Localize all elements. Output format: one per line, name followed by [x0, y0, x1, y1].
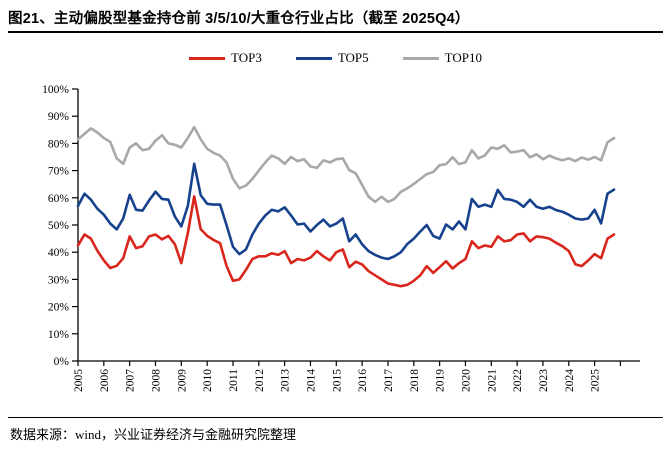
x-tick-label: 2015	[331, 369, 343, 392]
x-tick-label: 2022	[512, 369, 524, 392]
legend-swatch-top5	[295, 56, 332, 60]
x-tick-label: 2012	[254, 369, 266, 392]
x-tick-label: 2005	[73, 369, 85, 392]
y-tick-label: 40%	[48, 247, 70, 259]
y-tick-label: 60%	[48, 193, 70, 205]
x-tick-label: 2020	[460, 369, 472, 392]
x-tick-label: 2008	[150, 369, 162, 392]
series-top5	[76, 162, 616, 261]
x-tick-label: 2011	[228, 369, 240, 392]
y-tick-label: 80%	[48, 138, 70, 150]
legend-item-top5: TOP5	[295, 50, 369, 66]
legend-item-top10: TOP10	[402, 50, 482, 66]
x-tick-label: 2007	[125, 369, 137, 392]
x-tick-label: 2019	[435, 369, 447, 392]
data-source: 数据来源：wind，兴业证券经济与金融研究院整理	[10, 427, 297, 442]
y-tick-label: 50%	[48, 220, 70, 232]
legend-swatch-top10	[402, 56, 439, 60]
y-tick-label: 0%	[54, 356, 70, 368]
x-tick-label: 2006	[99, 369, 111, 392]
series-top10	[76, 125, 616, 204]
x-tick-label: 2013	[280, 369, 292, 392]
x-tick-label: 2009	[176, 369, 188, 392]
legend-label: TOP5	[337, 50, 369, 65]
x-tick-label: 2021	[486, 369, 498, 392]
legend-swatch-top3	[189, 56, 225, 60]
legend-label: TOP3	[231, 50, 262, 65]
y-tick-label: 90%	[48, 111, 70, 123]
chart-legend: TOP3 TOP5 TOP10	[0, 50, 671, 66]
legend-item-top3: TOP3	[189, 50, 262, 66]
x-tick-label: 2023	[538, 369, 550, 392]
x-tick-label: 2025	[590, 369, 602, 392]
x-tick-label: 2024	[564, 369, 576, 392]
figure-title: 图21、主动偏股型基金持仓前 3/5/10/大重仓行业占比（截至 2025Q4）	[8, 11, 470, 27]
legend-label: TOP10	[444, 50, 482, 65]
footer-divider	[8, 417, 663, 418]
title-divider	[8, 31, 663, 33]
x-tick-label: 2014	[305, 369, 317, 392]
y-tick-label: 70%	[48, 166, 70, 178]
y-tick-label: 10%	[48, 329, 70, 341]
x-tick-label: 2018	[409, 369, 421, 392]
y-tick-label: 100%	[42, 84, 69, 96]
x-tick-label: 2017	[383, 369, 395, 392]
line-chart: 0% 10% 20% 30% 40% 50% 60% 70% 80% 90% 100% 2005 200…	[42, 84, 640, 392]
y-tick-label: 20%	[48, 302, 70, 314]
x-tick-label: 2010	[202, 369, 214, 392]
x-tick-label: 2016	[357, 369, 369, 392]
series-top3	[76, 195, 616, 288]
y-tick-label: 30%	[48, 274, 70, 286]
